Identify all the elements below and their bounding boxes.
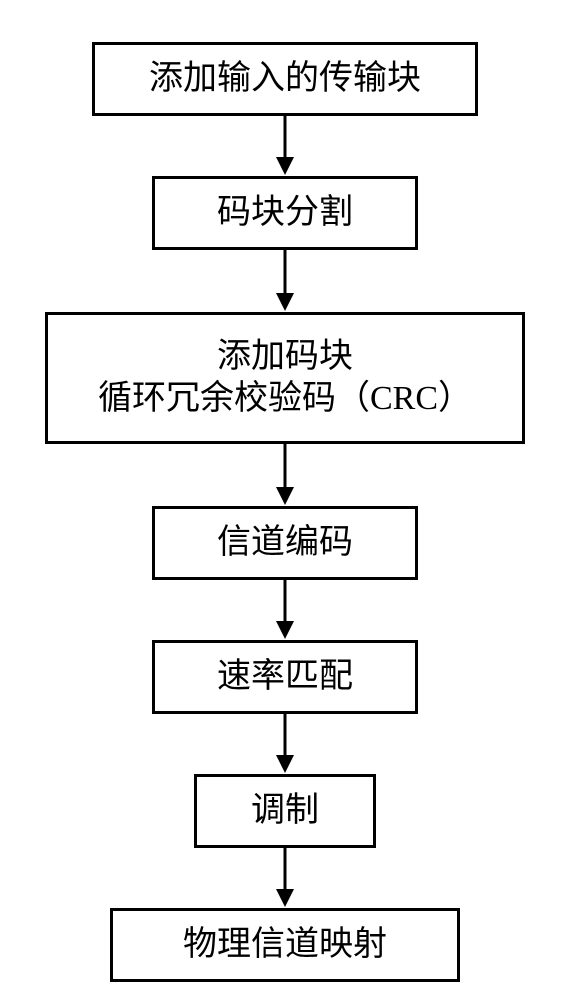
flow-node-n2: 码块分割 (152, 176, 418, 250)
flow-node-label: 速率匹配 (217, 656, 353, 699)
flow-node-label: 添加输入的传输块 (149, 58, 421, 101)
flowchart-container: 添加输入的传输块码块分割添加码块 循环冗余校验码（CRC） 信道编码速率匹配调制物… (0, 0, 570, 1000)
flow-node-n7: 物理信道映射 (110, 908, 460, 982)
flow-node-label: 物理信道映射 (183, 924, 387, 967)
flow-node-label: 码块分割 (217, 192, 353, 235)
flow-node-n5: 速率匹配 (152, 640, 418, 714)
arrow-layer (0, 0, 570, 1000)
flow-node-label: 添加码块 循环冗余校验码（CRC） (98, 336, 472, 421)
flow-node-n3: 添加码块 循环冗余校验码（CRC） (45, 312, 525, 444)
flow-node-n1: 添加输入的传输块 (92, 42, 478, 116)
flow-node-n6: 调制 (194, 774, 376, 848)
flow-node-label: 信道编码 (217, 522, 353, 565)
flow-node-label: 调制 (251, 790, 319, 833)
flow-node-n4: 信道编码 (152, 506, 418, 580)
